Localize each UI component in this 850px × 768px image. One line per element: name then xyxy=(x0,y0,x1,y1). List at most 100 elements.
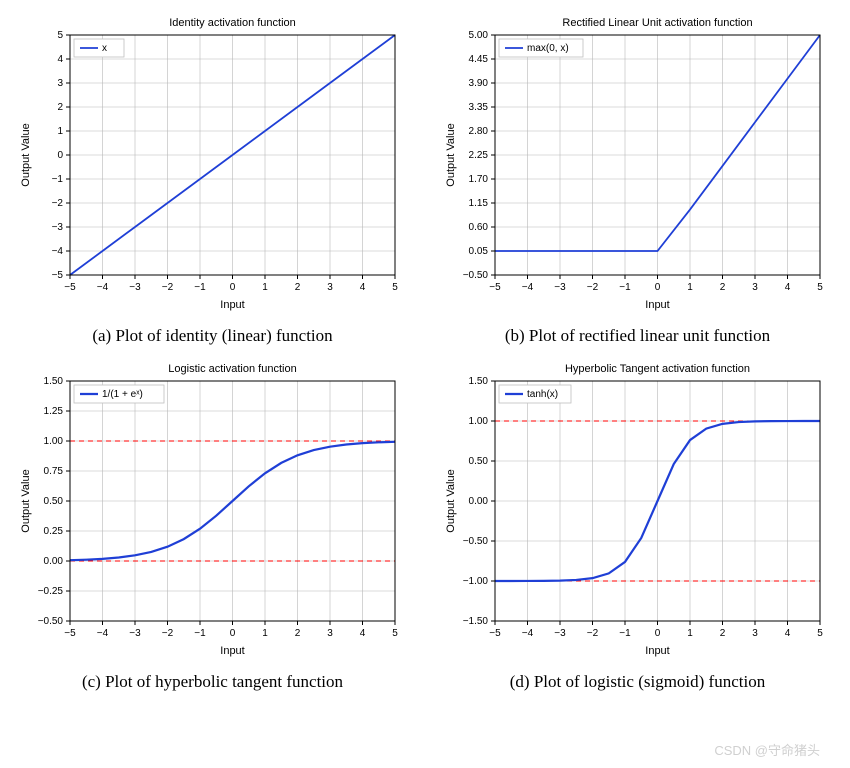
svg-text:5.00: 5.00 xyxy=(469,30,489,41)
svg-text:0.05: 0.05 xyxy=(469,246,489,257)
svg-text:5: 5 xyxy=(392,628,398,639)
svg-text:1: 1 xyxy=(687,282,693,293)
svg-text:−1: −1 xyxy=(194,628,206,639)
svg-text:−3: −3 xyxy=(554,628,566,639)
svg-text:3: 3 xyxy=(752,282,758,293)
svg-text:−5: −5 xyxy=(64,282,76,293)
watermark: CSDN @守命猪头 xyxy=(714,740,820,759)
svg-text:0.50: 0.50 xyxy=(44,496,64,507)
svg-text:Identity activation function: Identity activation function xyxy=(169,17,296,29)
chart-b: −5−4−3−2−1012345−0.500.050.601.151.702.2… xyxy=(440,10,835,320)
svg-text:−3: −3 xyxy=(129,628,141,639)
caption-c: (c) Plot of hyperbolic tangent function xyxy=(82,672,343,692)
svg-text:0: 0 xyxy=(230,282,236,293)
svg-text:−2: −2 xyxy=(162,282,174,293)
svg-text:2: 2 xyxy=(295,282,301,293)
svg-text:2.80: 2.80 xyxy=(469,126,489,137)
svg-text:0: 0 xyxy=(57,150,63,161)
svg-text:Input: Input xyxy=(220,299,244,311)
svg-text:1/(1 + eˣ): 1/(1 + eˣ) xyxy=(102,389,143,400)
svg-text:4: 4 xyxy=(785,628,791,639)
svg-text:2: 2 xyxy=(295,628,301,639)
chart-c: −5−4−3−2−1012345−0.50−0.250.000.250.500.… xyxy=(15,356,410,666)
svg-text:4: 4 xyxy=(360,282,366,293)
svg-text:1: 1 xyxy=(262,628,268,639)
svg-text:1.00: 1.00 xyxy=(44,436,64,447)
svg-text:−4: −4 xyxy=(522,282,534,293)
svg-text:1.15: 1.15 xyxy=(469,198,489,209)
svg-text:−2: −2 xyxy=(162,628,174,639)
svg-text:Hyperbolic Tangent activation: Hyperbolic Tangent activation function xyxy=(565,363,750,375)
svg-text:1: 1 xyxy=(687,628,693,639)
svg-text:−0.50: −0.50 xyxy=(463,270,489,281)
svg-text:4.45: 4.45 xyxy=(469,54,489,65)
svg-text:4: 4 xyxy=(57,54,63,65)
svg-text:−5: −5 xyxy=(489,628,501,639)
chart-grid: −5 −4 −3 −2 −1 0 1 2 3 4 5 −5 −4 −3 −2 −1 0 1 2 3 4 5 Input Out… xyxy=(10,10,840,692)
svg-text:3: 3 xyxy=(752,628,758,639)
caption-b: (b) Plot of rectified linear unit functi… xyxy=(505,326,770,346)
svg-text:−3: −3 xyxy=(52,222,64,233)
svg-text:1.50: 1.50 xyxy=(469,376,489,387)
svg-text:0.00: 0.00 xyxy=(469,496,489,507)
svg-text:−4: −4 xyxy=(522,628,534,639)
svg-text:Rectified Linear Unit activati: Rectified Linear Unit activation functio… xyxy=(562,17,752,29)
svg-text:−0.50: −0.50 xyxy=(38,616,64,627)
svg-text:−4: −4 xyxy=(97,282,109,293)
svg-text:Output Value: Output Value xyxy=(20,469,32,532)
svg-text:0.60: 0.60 xyxy=(469,222,489,233)
svg-text:max(0, x): max(0, x) xyxy=(527,43,569,54)
svg-text:−1: −1 xyxy=(194,282,206,293)
svg-text:−5: −5 xyxy=(64,628,76,639)
svg-text:−1: −1 xyxy=(619,628,631,639)
svg-text:3.90: 3.90 xyxy=(469,78,489,89)
svg-text:0.50: 0.50 xyxy=(469,456,489,467)
svg-text:−2: −2 xyxy=(52,198,64,209)
svg-text:−3: −3 xyxy=(129,282,141,293)
svg-text:1: 1 xyxy=(262,282,268,293)
svg-text:Input: Input xyxy=(220,645,244,657)
svg-text:1: 1 xyxy=(57,126,63,137)
svg-text:3.35: 3.35 xyxy=(469,102,489,113)
svg-text:0.75: 0.75 xyxy=(44,466,64,477)
svg-text:−2: −2 xyxy=(587,282,599,293)
cell-b: −5−4−3−2−1012345−0.500.050.601.151.702.2… xyxy=(435,10,840,346)
cell-d: −5−4−3−2−1012345−1.50−1.00−0.500.000.501… xyxy=(435,356,840,692)
svg-text:−4: −4 xyxy=(97,628,109,639)
svg-text:−3: −3 xyxy=(554,282,566,293)
svg-text:1.00: 1.00 xyxy=(469,416,489,427)
svg-text:−0.25: −0.25 xyxy=(38,586,64,597)
svg-text:−1: −1 xyxy=(52,174,64,185)
svg-text:0: 0 xyxy=(655,282,661,293)
svg-text:4: 4 xyxy=(785,282,791,293)
svg-text:3: 3 xyxy=(57,78,63,89)
svg-text:5: 5 xyxy=(817,628,823,639)
svg-text:1.70: 1.70 xyxy=(469,174,489,185)
svg-text:−5: −5 xyxy=(52,270,64,281)
svg-text:0: 0 xyxy=(655,628,661,639)
svg-text:tanh(x): tanh(x) xyxy=(527,389,558,400)
svg-text:0: 0 xyxy=(230,628,236,639)
svg-text:1.25: 1.25 xyxy=(44,406,64,417)
svg-text:Output Value: Output Value xyxy=(445,469,457,532)
chart-a: −5−4−3−2−1012345−5−4−3−2−1012345InputOut… xyxy=(15,10,410,320)
svg-text:−1.00: −1.00 xyxy=(463,576,489,587)
svg-text:−1.50: −1.50 xyxy=(463,616,489,627)
svg-text:Logistic activation function: Logistic activation function xyxy=(168,363,296,375)
svg-text:−0.50: −0.50 xyxy=(463,536,489,547)
svg-text:2: 2 xyxy=(57,102,63,113)
svg-text:3: 3 xyxy=(327,282,333,293)
svg-text:0.00: 0.00 xyxy=(44,556,64,567)
svg-text:−1: −1 xyxy=(619,282,631,293)
svg-text:−5: −5 xyxy=(489,282,501,293)
svg-text:1.50: 1.50 xyxy=(44,376,64,387)
svg-text:4: 4 xyxy=(360,628,366,639)
cell-a: −5−4−3−2−1012345−5−4−3−2−1012345InputOut… xyxy=(10,10,415,346)
svg-text:3: 3 xyxy=(327,628,333,639)
svg-text:Output Value: Output Value xyxy=(445,123,457,186)
svg-text:−2: −2 xyxy=(587,628,599,639)
svg-text:2.25: 2.25 xyxy=(469,150,489,161)
svg-text:5: 5 xyxy=(392,282,398,293)
svg-text:5: 5 xyxy=(57,30,63,41)
svg-text:−4: −4 xyxy=(52,246,64,257)
